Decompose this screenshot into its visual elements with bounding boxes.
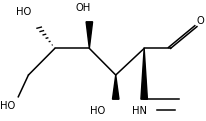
Text: OH: OH	[76, 4, 91, 13]
Polygon shape	[86, 22, 92, 48]
Text: HO: HO	[0, 102, 15, 111]
Text: HO: HO	[90, 106, 105, 116]
Text: O: O	[197, 16, 205, 26]
Text: HN: HN	[132, 106, 147, 116]
Polygon shape	[112, 75, 119, 99]
Polygon shape	[141, 48, 147, 99]
Text: HO: HO	[16, 7, 32, 17]
